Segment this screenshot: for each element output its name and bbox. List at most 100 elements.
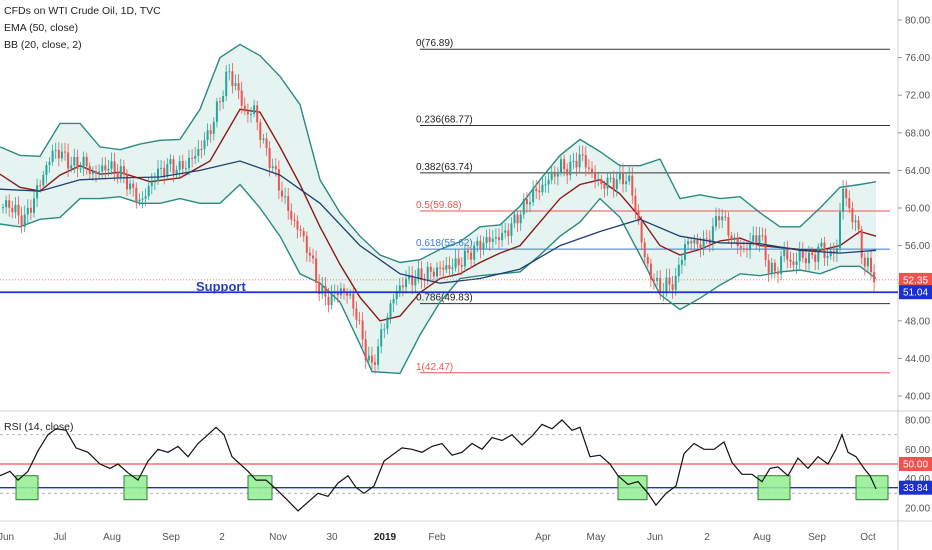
candle-body [569,161,572,176]
price-axis[interactable]: 80.0076.0072.0068.0064.0060.0056.0052.00… [898,16,932,403]
candle-body [411,275,414,286]
candle-body [389,303,392,318]
candle-body [181,161,184,169]
support-line-group[interactable] [0,279,898,294]
candle-body [463,250,466,267]
rsi-tick-label: 60.00 [905,445,930,456]
candle-body [101,165,104,172]
candle-body [823,242,826,258]
candle-body [460,265,463,267]
candle-body [212,121,215,134]
candle-body [364,339,367,361]
candle-body [330,293,333,305]
candle-body [504,230,507,233]
candle-body [377,346,380,365]
candle-body [479,240,482,250]
candle-body [622,172,624,185]
time-tick-label: Feb [428,532,446,543]
candle-body [730,235,733,240]
candle-body [851,208,854,223]
candle-body [237,83,240,91]
price-tick-label: 76.00 [905,53,930,64]
candle-body [150,182,153,186]
candle-body [808,252,810,264]
candle-body [715,216,717,227]
candle-body [194,155,197,159]
candle-body [699,244,702,249]
candle-body [600,179,603,185]
candle-body [820,242,823,247]
time-axis[interactable]: Jun Jul Aug Sep 2 Nov 30 2019 Feb Apr May Jun 2 Aug Se… [0,532,876,543]
price-tick-label: 64.00 [905,166,930,177]
time-tick-label: Jun [647,532,663,543]
candle-body [312,255,314,259]
candle-body [721,216,724,221]
bb-legend[interactable]: BB (20, close, 2) [4,39,82,51]
candle-body [91,171,94,174]
candle-body [591,168,593,172]
candle-body [498,237,500,241]
time-tick-label: Jul [54,532,67,543]
candle-body [529,202,531,205]
candle-body [764,235,767,261]
candle-body [45,165,48,175]
ema-legend[interactable]: EMA (50, close) [4,22,78,34]
candle-body [380,329,383,347]
rsi-axis[interactable]: 80.00 60.00 40.00 20.00 50.00 33.84 [899,416,932,515]
candle-body [842,188,845,212]
rsi-legend[interactable]: RSI (14, close) [4,421,73,433]
candle-body [355,308,358,320]
price-tick-label: 80.00 [905,16,930,27]
candle-body [200,149,203,150]
candle-body [854,220,857,223]
symbol-title[interactable]: CFDs on WTI Crude Oil, 1D, TVC [4,5,161,17]
candle-body [467,250,469,253]
bollinger-band-fill [0,44,876,374]
fibonacci-retracement[interactable]: 0(76.89) 0.236(68.77) 0.382(63.74) 0.5(59.6… [416,38,890,374]
candle-body [392,299,395,304]
candle-body [374,362,376,365]
candle-body [780,256,783,275]
candle-body [643,242,646,258]
candle-body [253,105,256,114]
candle-body [398,285,401,292]
candle-body [473,245,476,260]
candle-body [470,252,473,260]
candle-body [801,250,804,259]
candle-body [811,252,814,255]
candle-body [175,169,178,174]
candle-body [705,238,708,240]
time-tick-label: Sep [808,532,826,543]
candle-body [677,264,680,277]
rsi-upper-tag: 50.00 [903,460,928,471]
candle-body [767,260,770,273]
candle-body [370,355,373,363]
rsi-line [0,419,877,512]
candle-body [532,188,535,203]
candle-body [637,210,640,222]
candle-body [308,252,311,256]
candle-body [758,235,761,243]
candle-body [671,284,674,290]
candle-body [696,239,699,245]
candle-body [240,90,243,106]
candle-body [64,151,66,153]
time-tick-label: Sep [162,532,180,543]
candle-body [507,230,510,236]
candle-body [863,257,866,267]
candle-body [135,187,138,202]
candle-body [519,214,522,224]
candle-body [191,157,194,159]
candle-body [153,181,156,183]
price-tick-label: 40.00 [905,392,930,403]
candle-body [132,183,135,188]
bollinger-fill [0,44,876,374]
candle-body [287,196,290,211]
candle-body [386,317,389,329]
candle-body [522,199,525,215]
candle-body [783,248,786,257]
candle-body [54,149,57,151]
candle-body [42,174,45,186]
candle-body [432,271,435,277]
